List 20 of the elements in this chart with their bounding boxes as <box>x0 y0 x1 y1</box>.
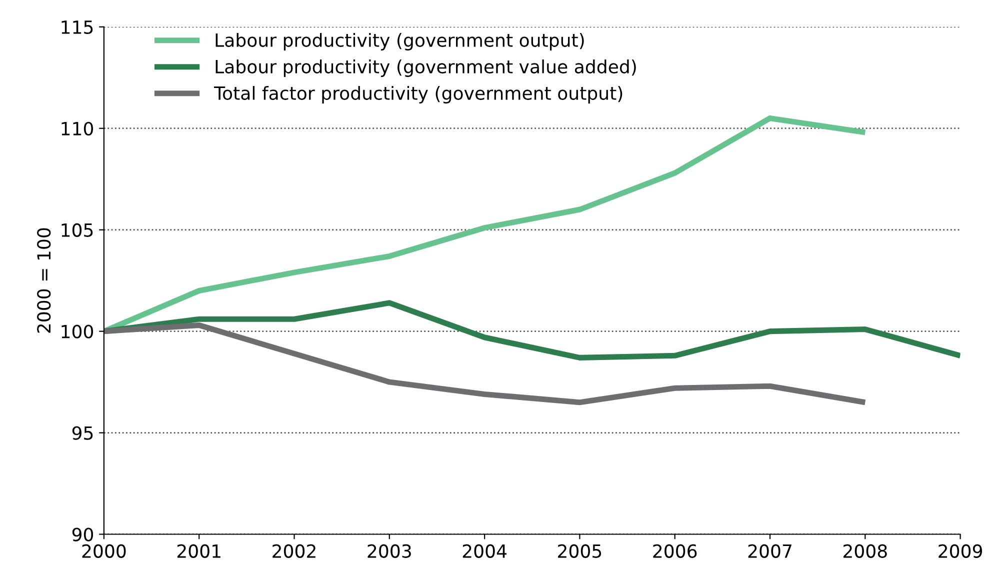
x-tick-label: 2000 <box>82 544 126 558</box>
legend-label: Total factor productivity (government output) <box>214 86 622 104</box>
y-tick-label: 95 <box>72 426 93 440</box>
x-tick-label: 2007 <box>748 544 792 558</box>
x-tick-label: 2005 <box>558 544 602 558</box>
x-tick-label: 2001 <box>177 544 220 558</box>
x-tick-label: 2006 <box>653 544 697 558</box>
y-tick-label: 100 <box>62 324 94 338</box>
x-tick-label: 2008 <box>843 544 887 558</box>
x-tick-label: 2003 <box>368 544 411 558</box>
x-tick-label: 2002 <box>272 544 316 558</box>
y-tick-label: 115 <box>62 20 93 34</box>
y-tick-label: 105 <box>62 223 93 237</box>
x-tick-label: 2009 <box>938 544 982 558</box>
y-tick-label: 90 <box>72 528 94 542</box>
legend-label: Labour productivity (government output) <box>216 32 584 50</box>
y-axis-title: 2000 = 100 <box>37 228 51 333</box>
legend-label: Labour productivity (government value added) <box>216 59 636 77</box>
x-tick-label: 2004 <box>462 544 507 558</box>
y-tick-label: 110 <box>62 122 94 136</box>
